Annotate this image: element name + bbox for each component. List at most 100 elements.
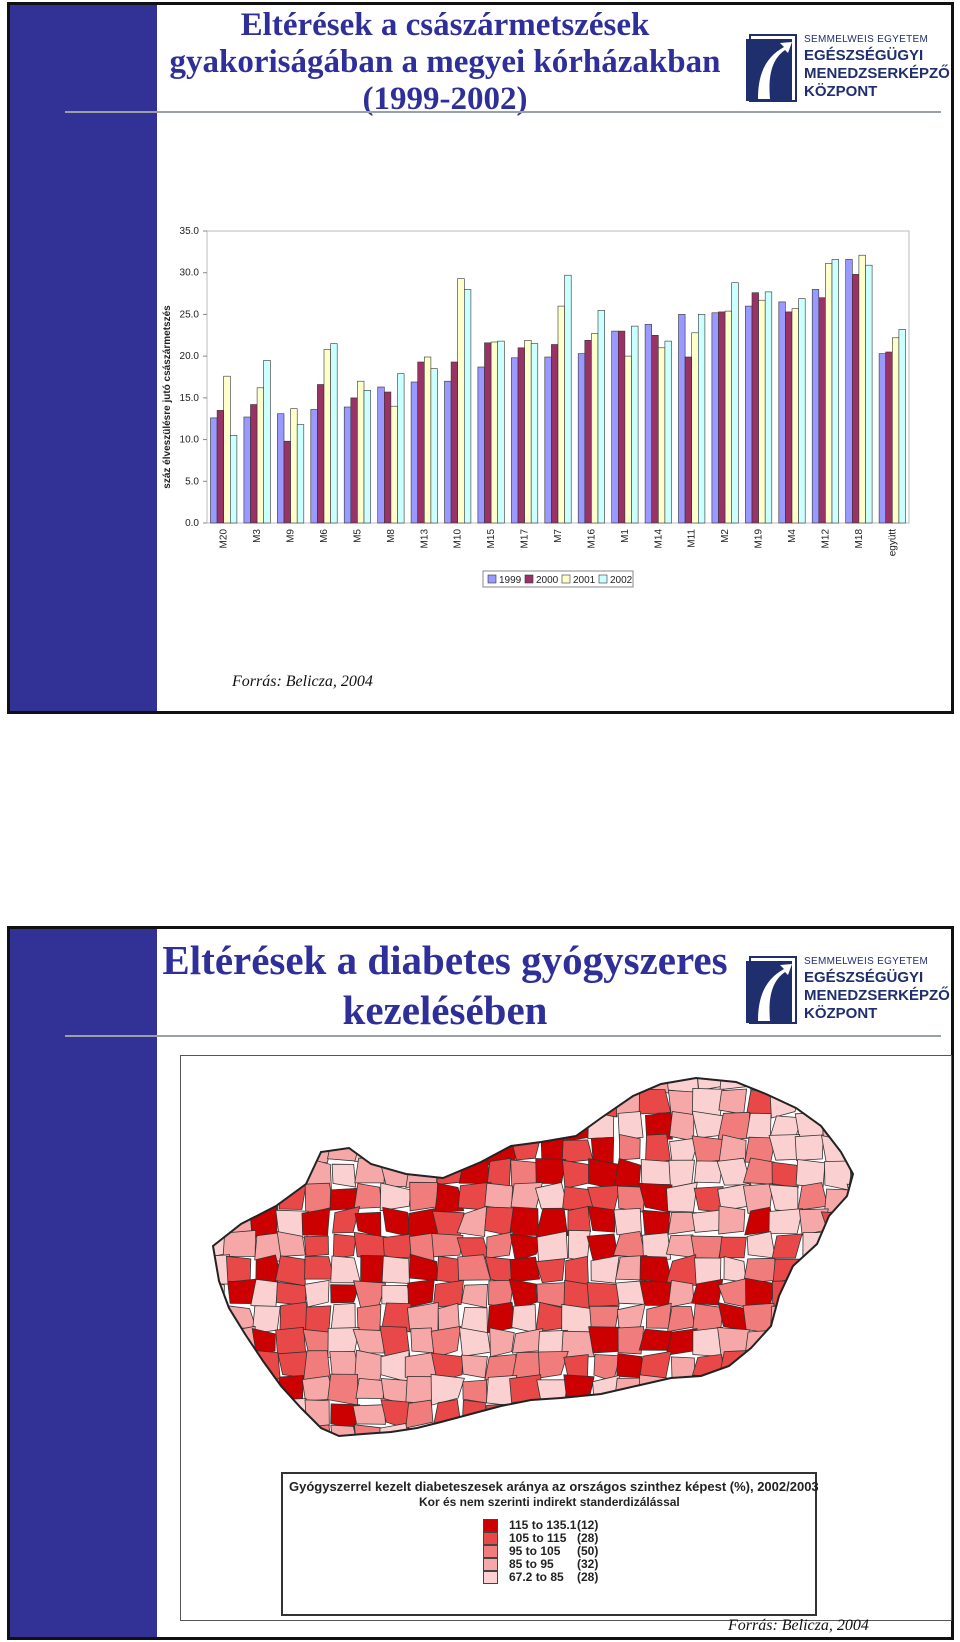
map-region <box>435 1133 463 1165</box>
map-region <box>794 1423 826 1436</box>
map-region <box>381 1255 410 1284</box>
legend-swatch <box>483 1571 498 1584</box>
map-region <box>716 1157 752 1186</box>
bar <box>410 381 419 524</box>
x-tick-label: M13 <box>419 529 430 549</box>
bar <box>530 343 539 524</box>
map-region <box>798 1257 829 1281</box>
legend-count: (32) <box>577 1557 599 1571</box>
x-tick-label: M11 <box>687 529 698 548</box>
map-region <box>769 1398 796 1431</box>
bar <box>858 254 866 524</box>
map-region <box>385 1136 412 1163</box>
map-region <box>430 1373 465 1406</box>
map-region <box>459 1134 488 1165</box>
map-region <box>456 1078 492 1092</box>
map-region <box>379 1423 413 1436</box>
map-region <box>850 1306 853 1329</box>
map-region <box>304 1078 334 1089</box>
map-region <box>851 1375 853 1401</box>
map-region <box>330 1284 360 1304</box>
map-region <box>538 1425 568 1436</box>
map-region <box>590 1136 615 1166</box>
map-region <box>618 1134 641 1161</box>
map-region <box>540 1398 569 1430</box>
map-region <box>590 1255 620 1284</box>
map-region <box>563 1092 593 1115</box>
slide-title: Eltérések a diabetes gyógyszeres kezelés… <box>162 937 728 1033</box>
map-region <box>773 1376 802 1402</box>
map-region <box>561 1303 593 1333</box>
bar <box>617 330 626 524</box>
map-region <box>745 1329 775 1355</box>
map-region <box>668 1378 700 1405</box>
bar <box>611 330 619 524</box>
map-region <box>616 1353 643 1379</box>
map-region <box>639 1422 669 1436</box>
y-tick-label: 20.0 <box>180 351 200 362</box>
bar <box>397 373 405 524</box>
map-region <box>509 1233 543 1263</box>
map-region <box>434 1182 465 1213</box>
bar <box>664 340 672 524</box>
slide-diabetes: Eltérések a diabetes gyógyszeres kezelés… <box>7 926 954 1640</box>
map-region <box>586 1282 620 1308</box>
map-region <box>644 1111 673 1140</box>
legend-range: 105 to 115 <box>509 1531 567 1545</box>
map-region <box>228 1422 256 1436</box>
map-region <box>846 1350 853 1375</box>
hungary-choropleth-map <box>211 1076 855 1438</box>
map-region <box>669 1111 695 1142</box>
bar <box>484 342 492 524</box>
bar <box>785 311 793 524</box>
map-region <box>461 1283 489 1309</box>
semmelweis-logo: SEMMELWEIS EGYETEM EGÉSZSÉGÜGYI MENEDZSE… <box>736 27 950 107</box>
x-tick-label: M20 <box>219 529 230 549</box>
map-region <box>277 1351 309 1379</box>
bar <box>430 368 438 524</box>
map-region <box>352 1328 385 1354</box>
logo-emblem-icon <box>746 956 797 1024</box>
map-region <box>561 1078 589 1092</box>
map-region <box>226 1305 257 1330</box>
map-region <box>691 1209 724 1233</box>
map-region <box>612 1078 647 1088</box>
x-tick-label: M6 <box>319 529 330 543</box>
map-region <box>354 1349 385 1381</box>
map-region <box>255 1135 280 1166</box>
bar <box>751 292 759 524</box>
map-region <box>848 1087 853 1117</box>
map-region <box>276 1110 305 1138</box>
map-region <box>405 1399 434 1429</box>
map-region <box>825 1281 853 1309</box>
map-region <box>276 1231 306 1257</box>
map-region <box>509 1256 541 1283</box>
map-region <box>587 1078 618 1094</box>
legend-label: 2001 <box>573 575 596 586</box>
map-region <box>772 1350 801 1381</box>
map-region <box>213 1353 230 1379</box>
map-region <box>795 1399 824 1426</box>
map-region <box>213 1254 231 1285</box>
bar <box>544 356 552 524</box>
map-region <box>213 1212 231 1234</box>
map-region <box>430 1109 466 1141</box>
legend-swatch <box>483 1545 498 1558</box>
bar <box>731 282 739 524</box>
map-region <box>667 1306 696 1333</box>
map-region <box>248 1115 283 1141</box>
title-rule <box>65 1035 941 1037</box>
map-region <box>797 1305 825 1334</box>
bar <box>564 274 572 524</box>
logo-line-center: KÖZPONT <box>804 83 878 100</box>
map-region <box>330 1302 356 1333</box>
x-tick-label: M12 <box>820 529 831 549</box>
map-region <box>691 1110 724 1139</box>
bar <box>330 343 338 524</box>
map-region <box>534 1078 566 1091</box>
map-region <box>846 1183 853 1214</box>
bar <box>845 259 853 524</box>
bar <box>517 347 525 524</box>
legend-label: 1999 <box>499 575 522 586</box>
bar <box>283 440 291 524</box>
